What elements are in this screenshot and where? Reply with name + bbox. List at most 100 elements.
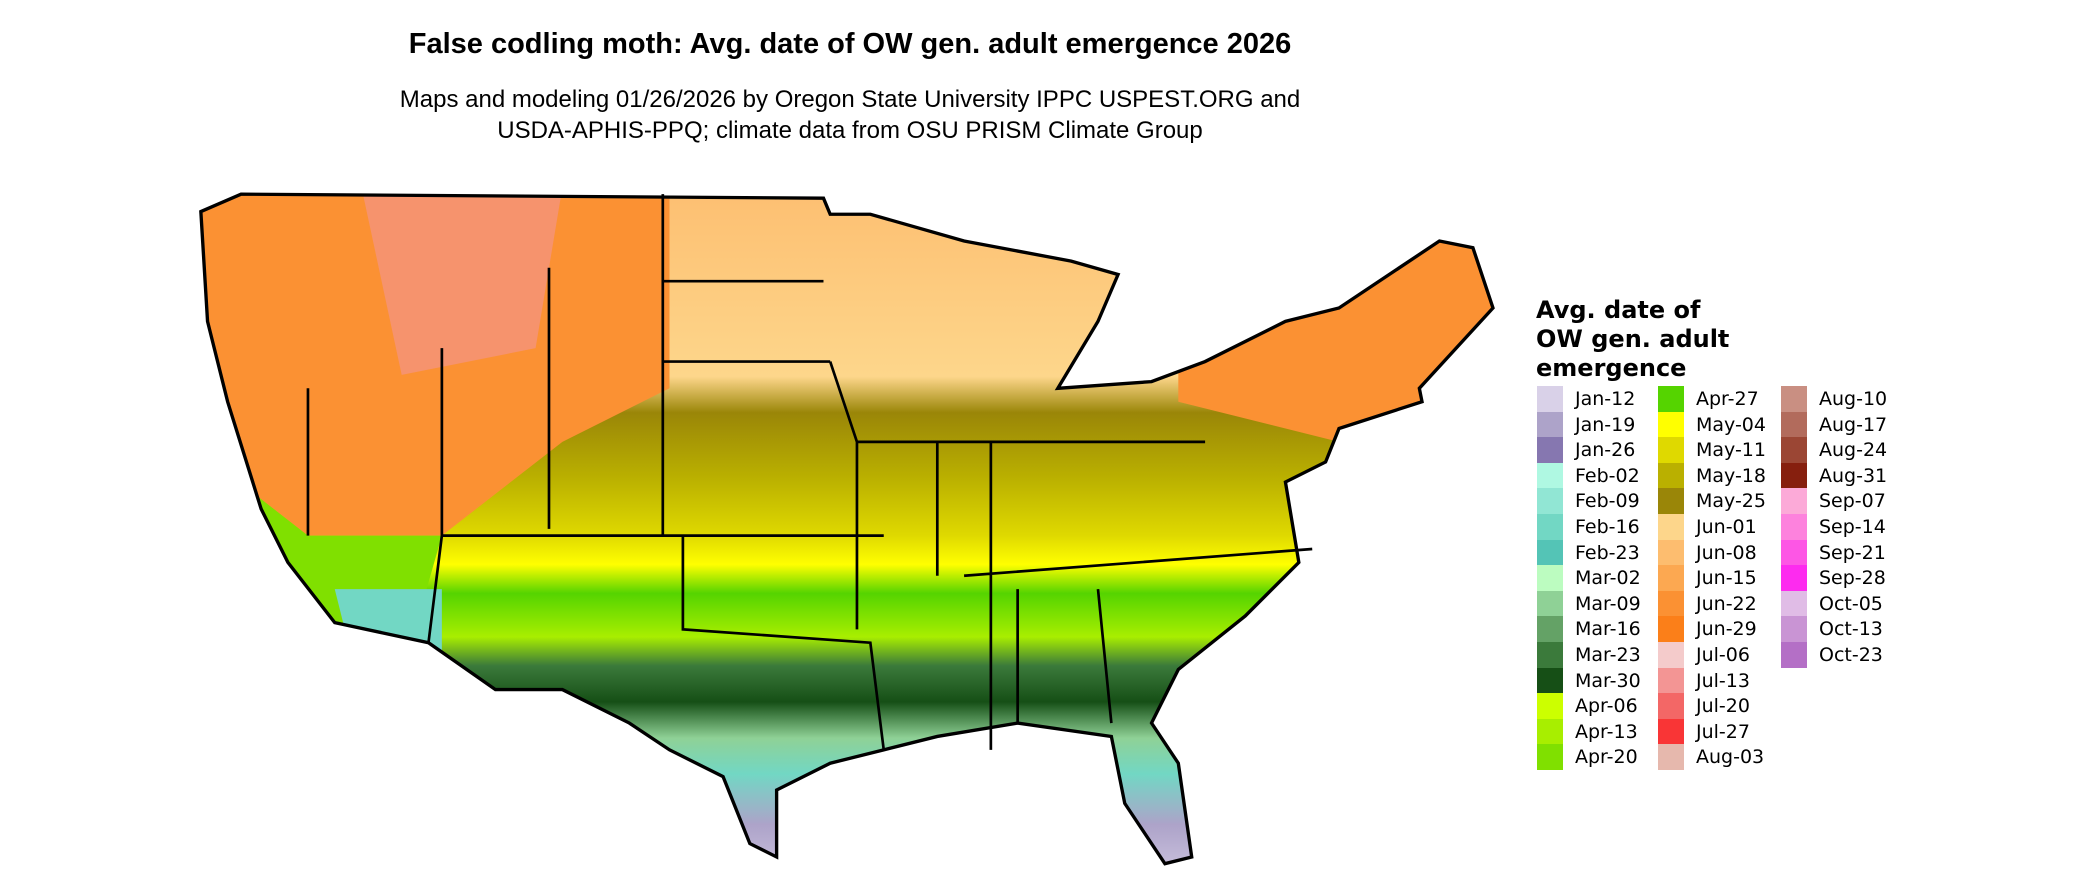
- legend-item: Aug-10: [1781, 386, 1887, 412]
- legend-item: Apr-27: [1658, 386, 1759, 412]
- legend-label: Mar-16: [1575, 618, 1641, 641]
- legend-item: Apr-20: [1537, 744, 1638, 771]
- legend-swatch: [1781, 642, 1807, 668]
- legend-item: Aug-03: [1658, 744, 1765, 771]
- legend-item: Feb-23: [1537, 539, 1640, 566]
- legend-label: May-04: [1696, 413, 1766, 436]
- legend-swatch: [1781, 616, 1807, 643]
- legend-item: Aug-31: [1781, 462, 1887, 489]
- legend-swatch: [1781, 514, 1807, 540]
- rockies-fill: [361, 194, 563, 375]
- legend-swatch: [1781, 565, 1807, 592]
- legend-label: Jul-27: [1696, 720, 1750, 743]
- legend-label: May-25: [1696, 490, 1766, 513]
- legend-swatch: [1781, 411, 1807, 438]
- legend-item: Sep-21: [1781, 539, 1886, 566]
- legend-label: Feb-16: [1575, 516, 1640, 538]
- legend-swatch: [1537, 616, 1563, 643]
- legend-item: Mar-16: [1537, 616, 1641, 643]
- legend-item: Aug-17: [1781, 411, 1888, 438]
- legend-item: Mar-30: [1537, 667, 1641, 694]
- legend-label: Jun-08: [1696, 541, 1757, 564]
- legend-label: Sep-07: [1819, 490, 1886, 513]
- map-title: False codling moth: Avg. date of OW gen.…: [408, 28, 1292, 60]
- legend-label: Aug-10: [1819, 388, 1888, 410]
- legend-title-line: emergence: [1536, 354, 1687, 382]
- legend-swatch: [1781, 462, 1807, 489]
- legend-label: Sep-28: [1819, 567, 1886, 590]
- legend-label: Apr-27: [1696, 388, 1759, 410]
- legend-item: Jul-27: [1658, 718, 1750, 745]
- legend-label: Jan-26: [1575, 439, 1636, 462]
- legend-label: Mar-02: [1575, 567, 1641, 590]
- legend-item: Feb-16: [1537, 514, 1640, 540]
- legend-swatch: [1658, 718, 1684, 745]
- legend-item: Jun-15: [1658, 565, 1757, 592]
- legend-label: Jul-20: [1696, 695, 1750, 718]
- legend-title-line: OW gen. adult: [1536, 325, 1730, 353]
- legend-item: Apr-06: [1537, 693, 1638, 720]
- legend-item: Jan-12: [1537, 386, 1635, 412]
- legend-label: Jan-12: [1575, 388, 1636, 410]
- legend-label: Feb-09: [1575, 490, 1640, 513]
- legend-item: Jan-19: [1537, 411, 1635, 438]
- legend-item: Sep-14: [1781, 514, 1886, 540]
- legend-swatch: [1537, 462, 1563, 489]
- legend-label: Apr-20: [1575, 746, 1638, 769]
- legend-label: Oct-23: [1819, 644, 1883, 666]
- legend-title-line: Avg. date of: [1536, 296, 1701, 324]
- legend-swatch: [1781, 386, 1807, 412]
- legend-swatch: [1537, 488, 1563, 515]
- legend-label: Aug-17: [1819, 413, 1888, 436]
- legend-item: Jul-06: [1658, 642, 1750, 668]
- legend-item: Jul-20: [1658, 693, 1750, 720]
- legend-item: May-25: [1658, 488, 1766, 515]
- legend-item: May-11: [1658, 437, 1766, 464]
- legend-swatch: [1658, 462, 1684, 489]
- legend-label: Oct-13: [1819, 618, 1883, 641]
- legend-swatch: [1658, 411, 1684, 438]
- legend-item: Jun-01: [1658, 514, 1757, 540]
- legend-label: Feb-02: [1575, 464, 1640, 487]
- legend-swatch: [1537, 565, 1563, 592]
- legend-item: Jun-29: [1658, 616, 1757, 643]
- legend-title: Avg. date of OW gen. adult emergence: [1536, 296, 1729, 383]
- legend-swatch: [1658, 642, 1684, 668]
- legend-item: Sep-07: [1781, 488, 1886, 515]
- legend-label: Jul-13: [1696, 669, 1750, 692]
- legend-item: Oct-05: [1781, 590, 1883, 617]
- legend-item: Jun-08: [1658, 539, 1757, 566]
- legend-swatch: [1537, 590, 1563, 617]
- legend-swatch: [1658, 744, 1684, 771]
- legend-swatch: [1537, 642, 1563, 668]
- legend-swatch: [1781, 488, 1807, 515]
- legend-item: Jun-22: [1658, 590, 1757, 617]
- legend-label: Mar-23: [1575, 644, 1641, 666]
- southwest-desert-fill: [334, 589, 442, 683]
- legend-label: Sep-14: [1819, 516, 1886, 538]
- legend-swatch: [1658, 488, 1684, 515]
- legend-swatch: [1658, 514, 1684, 540]
- legend-label: Apr-13: [1575, 720, 1638, 743]
- legend-swatch: [1658, 386, 1684, 412]
- legend-swatch: [1537, 667, 1563, 694]
- legend-item: Feb-02: [1537, 462, 1640, 489]
- legend-swatch: [1537, 386, 1563, 412]
- state-borders: [306, 194, 1313, 751]
- legend-item: Oct-23: [1781, 642, 1883, 668]
- legend-label: May-11: [1696, 439, 1766, 462]
- legend-item: Aug-24: [1781, 437, 1887, 464]
- legend-item: Feb-09: [1537, 488, 1640, 515]
- legend-label: Mar-09: [1575, 592, 1641, 615]
- legend-item: Mar-02: [1537, 565, 1641, 592]
- legend-item: Apr-13: [1537, 718, 1638, 745]
- legend-swatch: [1658, 565, 1684, 592]
- legend-swatch: [1537, 514, 1563, 540]
- legend-item: Jul-13: [1658, 667, 1750, 694]
- legend-item: Mar-23: [1537, 642, 1641, 668]
- legend-label: Aug-03: [1696, 746, 1765, 769]
- legend-item: May-18: [1658, 462, 1766, 489]
- legend-label: Apr-06: [1575, 695, 1638, 718]
- legend-swatch: [1537, 411, 1563, 438]
- legend-swatch: [1537, 437, 1563, 464]
